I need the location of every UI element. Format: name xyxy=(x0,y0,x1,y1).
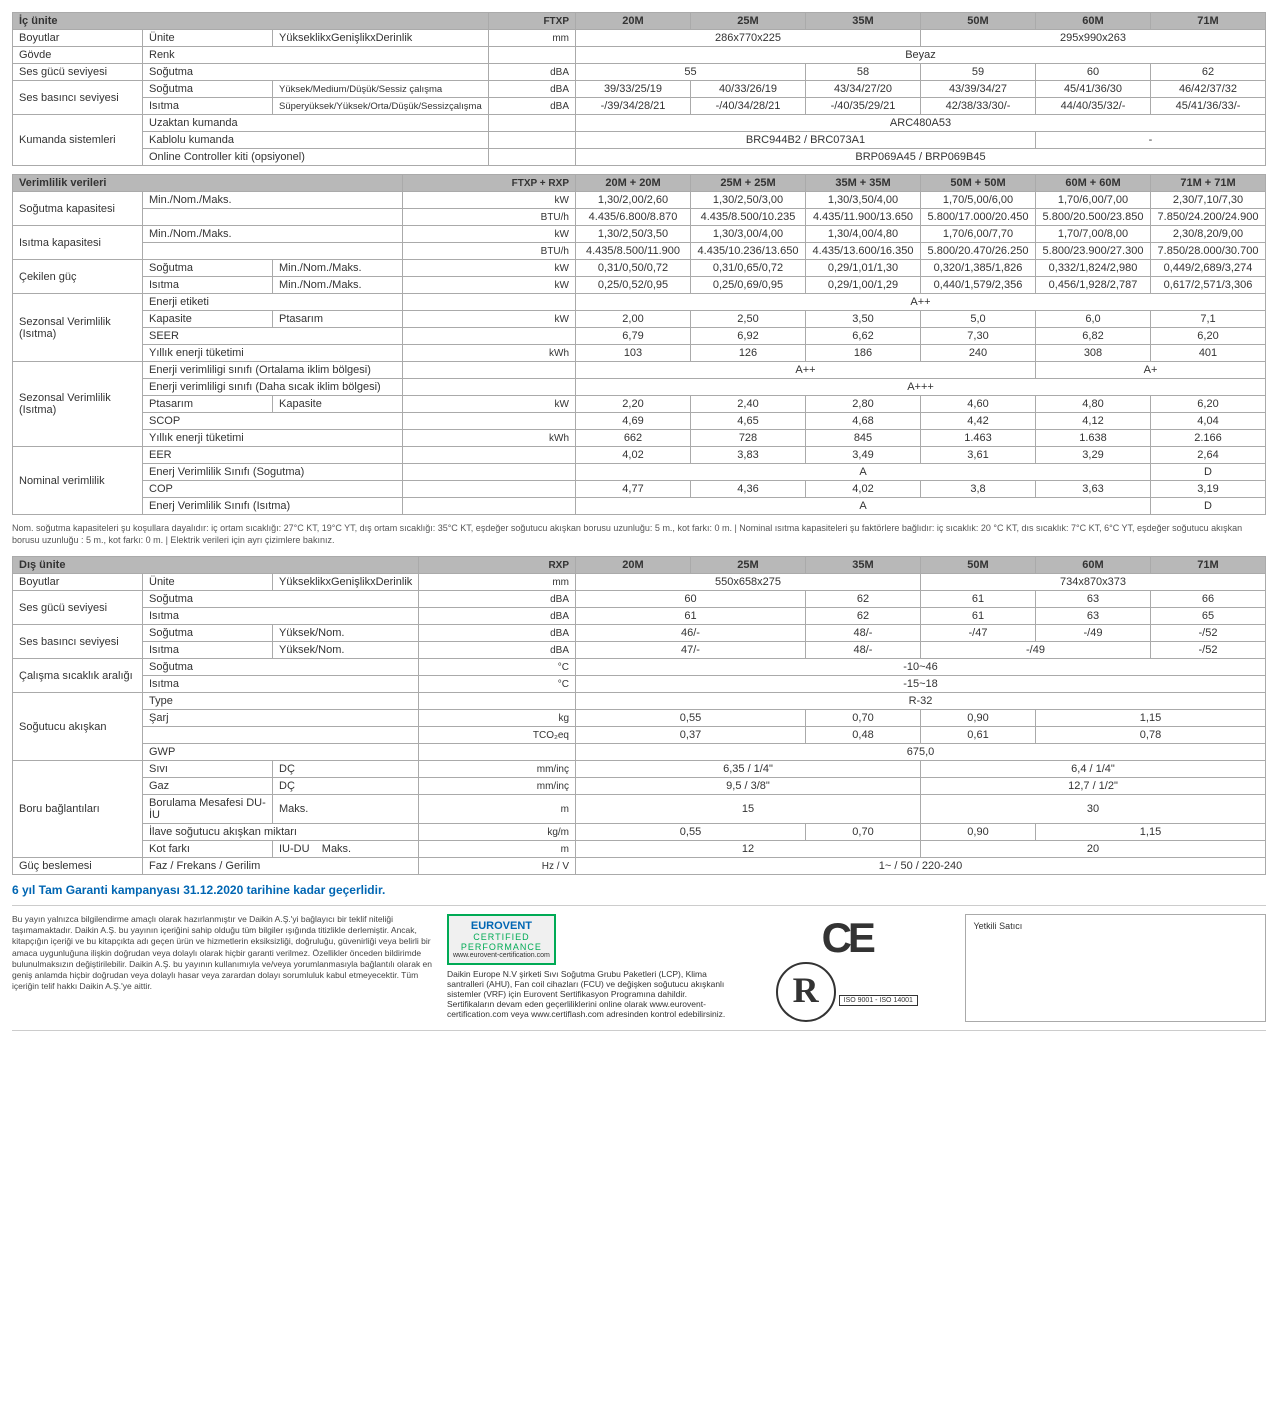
dealer-box: Yetkili Satıcı xyxy=(965,914,1267,1022)
disclaimer: Bu yayın yalnızca bilgilendirme amaçlı o… xyxy=(12,914,435,1022)
footer: Bu yayın yalnızca bilgilendirme amaçlı o… xyxy=(12,905,1266,1031)
ce-mark: CE R ISO 9001 - ISO 14001 xyxy=(741,914,953,1022)
efficiency-table: Verimlilik verileriFTXP + RXP20M + 20M25… xyxy=(12,174,1266,515)
iso-badge: R xyxy=(776,962,836,1022)
eurovent-cert: EUROVENT CERTIFIED PERFORMANCE www.eurov… xyxy=(447,914,729,1022)
outdoor-unit-table: Dış üniteRXP20M25M35M50M60M71MBoyutlarÜn… xyxy=(12,556,1266,875)
warranty-text: 6 yıl Tam Garanti kampanyası 31.12.2020 … xyxy=(12,883,1266,897)
footnote: Nom. soğutma kapasiteleri şu koşullara d… xyxy=(12,523,1266,546)
indoor-unit-table: İç üniteFTXP20M25M35M50M60M71MBoyutlarÜn… xyxy=(12,12,1266,166)
